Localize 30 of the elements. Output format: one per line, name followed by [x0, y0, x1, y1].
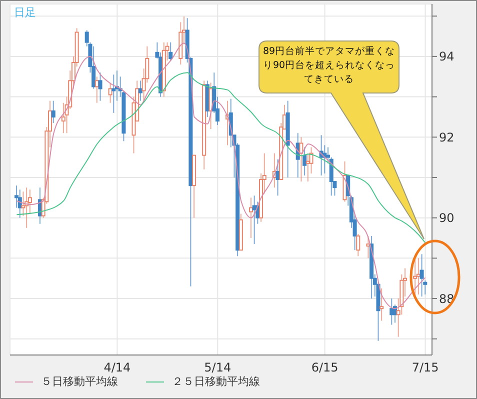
y-tick-label: 90 [439, 211, 454, 226]
candlestick [416, 258, 420, 295]
y-tick-label: 92 [439, 130, 454, 144]
candlestick [138, 80, 142, 102]
x-tick-label: 5/14 [204, 360, 232, 375]
candlestick [306, 152, 310, 182]
annotation: 89円台前半でアタマが重くなり90円台を超えられなくなってきている [262, 45, 396, 87]
candlestick [302, 146, 307, 176]
candlestick [94, 76, 99, 104]
x-tick-label: 4/14 [104, 360, 131, 375]
candlestick [51, 100, 56, 124]
candlestick [92, 46, 96, 90]
candlestick [98, 72, 102, 102]
candlestick [108, 82, 112, 104]
candlestick [168, 42, 173, 61]
candlestick [356, 233, 360, 257]
y-tick-label: 94 [439, 50, 454, 64]
candlestick [413, 258, 418, 297]
candlestick [299, 136, 304, 182]
chart-title: 日足 [14, 5, 36, 20]
candlestick [420, 254, 424, 297]
legend-label: ５日移動平均線 [41, 374, 118, 389]
x-tick-label: 7/15 [412, 360, 439, 375]
legend-label: ２５日移動平均線 [172, 374, 260, 389]
x-tick-label: 6/15 [311, 360, 338, 375]
line-series [16, 72, 426, 244]
candlestick [248, 197, 253, 238]
candlestick [380, 288, 384, 322]
candlestick [112, 74, 116, 114]
candlestick [366, 235, 370, 259]
